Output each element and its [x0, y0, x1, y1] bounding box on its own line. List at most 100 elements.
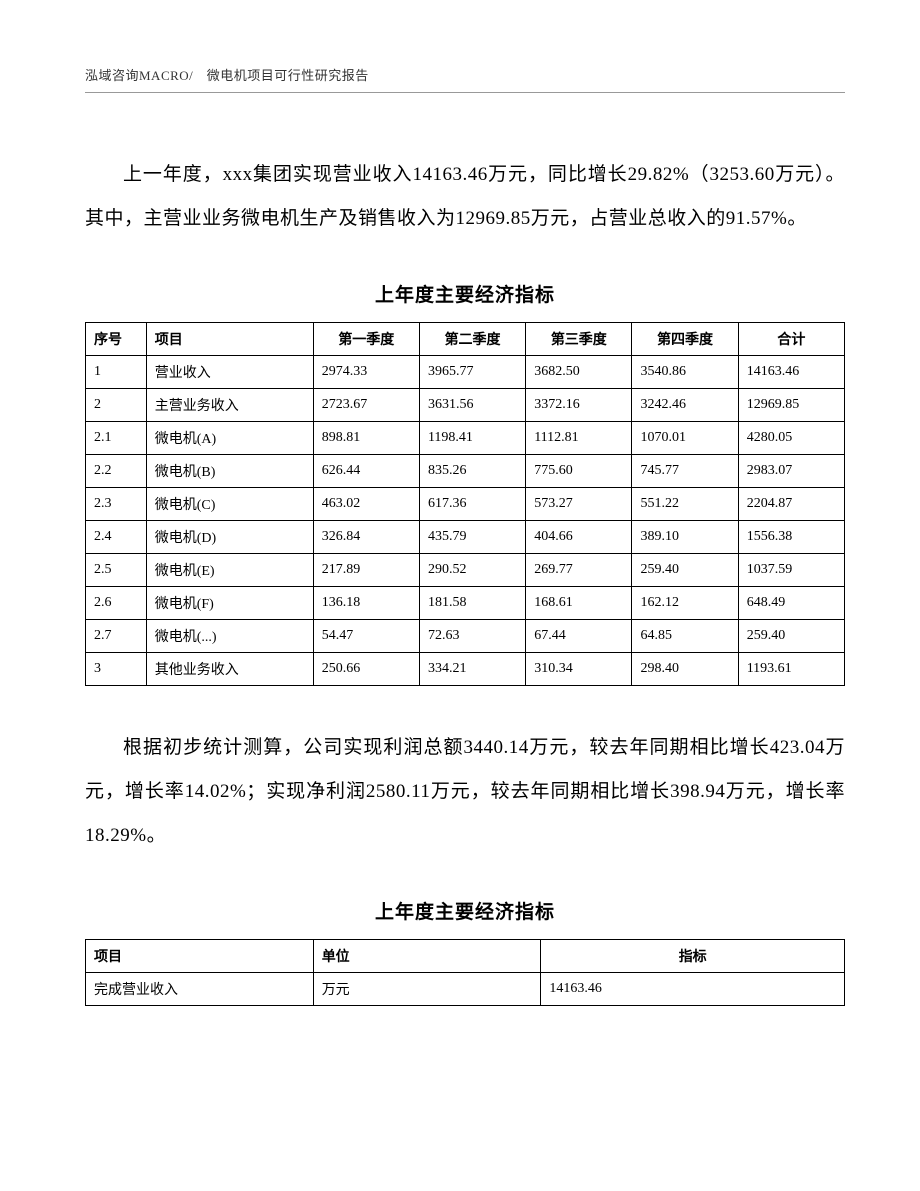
table-row: 2.2微电机(B)626.44835.26775.60745.772983.07 — [86, 455, 845, 488]
table-cell: 1037.59 — [738, 554, 844, 587]
table-row: 2.4微电机(D)326.84435.79404.66389.101556.38 — [86, 521, 845, 554]
table-cell: 1198.41 — [419, 422, 525, 455]
table1-title: 上年度主要经济指标 — [85, 280, 845, 307]
header-text: 泓域咨询MACRO/ 微电机项目可行性研究报告 — [85, 68, 369, 83]
col-unit: 单位 — [313, 940, 541, 973]
table-cell: 298.40 — [632, 653, 738, 686]
table-cell: 3 — [86, 653, 147, 686]
table-cell: 2983.07 — [738, 455, 844, 488]
table-cell: 259.40 — [632, 554, 738, 587]
table-cell: 1556.38 — [738, 521, 844, 554]
table-cell: 162.12 — [632, 587, 738, 620]
table-cell: 648.49 — [738, 587, 844, 620]
table-cell: 万元 — [313, 973, 541, 1006]
table-cell: 3372.16 — [526, 389, 632, 422]
table-cell: 269.77 — [526, 554, 632, 587]
table-cell: 14163.46 — [541, 973, 845, 1006]
table-cell: 完成营业收入 — [86, 973, 314, 1006]
table-cell: 617.36 — [419, 488, 525, 521]
table-row: 3其他业务收入250.66334.21310.34298.401193.61 — [86, 653, 845, 686]
table-cell: 168.61 — [526, 587, 632, 620]
table1-header-row: 序号 项目 第一季度 第二季度 第三季度 第四季度 合计 — [86, 323, 845, 356]
table-cell: 334.21 — [419, 653, 525, 686]
table-cell: 1070.01 — [632, 422, 738, 455]
table2-title: 上年度主要经济指标 — [85, 897, 845, 924]
table-cell: 微电机(C) — [146, 488, 313, 521]
table-row: 2.3微电机(C)463.02617.36573.27551.222204.87 — [86, 488, 845, 521]
table-cell: 2.1 — [86, 422, 147, 455]
col-q1: 第一季度 — [313, 323, 419, 356]
table-cell: 2974.33 — [313, 356, 419, 389]
table-cell: 3682.50 — [526, 356, 632, 389]
table-cell: 745.77 — [632, 455, 738, 488]
table-cell: 1193.61 — [738, 653, 844, 686]
col-project: 项目 — [86, 940, 314, 973]
table-cell: 72.63 — [419, 620, 525, 653]
table-cell: 其他业务收入 — [146, 653, 313, 686]
table-row: 完成营业收入万元14163.46 — [86, 973, 845, 1006]
table-row: 2.7微电机(...)54.4772.6367.4464.85259.40 — [86, 620, 845, 653]
paragraph-1: 上一年度，xxx集团实现营业收入14163.46万元，同比增长29.82%（32… — [85, 153, 845, 240]
table-cell: 2723.67 — [313, 389, 419, 422]
table-cell: 259.40 — [738, 620, 844, 653]
table-cell: 389.10 — [632, 521, 738, 554]
header-divider — [85, 92, 845, 93]
table-cell: 310.34 — [526, 653, 632, 686]
table-cell: 217.89 — [313, 554, 419, 587]
col-q2: 第二季度 — [419, 323, 525, 356]
table-cell: 3631.56 — [419, 389, 525, 422]
table-cell: 2.7 — [86, 620, 147, 653]
table-cell: 微电机(E) — [146, 554, 313, 587]
table-cell: 3242.46 — [632, 389, 738, 422]
table-row: 1营业收入2974.333965.773682.503540.8614163.4… — [86, 356, 845, 389]
table-cell: 微电机(...) — [146, 620, 313, 653]
table-cell: 2.4 — [86, 521, 147, 554]
table-cell: 64.85 — [632, 620, 738, 653]
paragraph-2: 根据初步统计测算，公司实现利润总额3440.14万元，较去年同期相比增长423.… — [85, 726, 845, 857]
table-cell: 微电机(B) — [146, 455, 313, 488]
table-cell: 营业收入 — [146, 356, 313, 389]
table-cell: 435.79 — [419, 521, 525, 554]
table-cell: 136.18 — [313, 587, 419, 620]
table-row: 2.5微电机(E)217.89290.52269.77259.401037.59 — [86, 554, 845, 587]
col-seq: 序号 — [86, 323, 147, 356]
table-cell: 54.47 — [313, 620, 419, 653]
table-cell: 1112.81 — [526, 422, 632, 455]
economic-indicators-table-2: 项目 单位 指标 完成营业收入万元14163.46 — [85, 939, 845, 1006]
table-cell: 主营业务收入 — [146, 389, 313, 422]
table-cell: 775.60 — [526, 455, 632, 488]
table-cell: 181.58 — [419, 587, 525, 620]
col-total: 合计 — [738, 323, 844, 356]
table-cell: 551.22 — [632, 488, 738, 521]
table-cell: 250.66 — [313, 653, 419, 686]
table-cell: 2.2 — [86, 455, 147, 488]
table-cell: 2204.87 — [738, 488, 844, 521]
col-item: 项目 — [146, 323, 313, 356]
table-cell: 67.44 — [526, 620, 632, 653]
table-cell: 2 — [86, 389, 147, 422]
table-cell: 微电机(F) — [146, 587, 313, 620]
table-cell: 微电机(D) — [146, 521, 313, 554]
table-cell: 2.6 — [86, 587, 147, 620]
table-cell: 4280.05 — [738, 422, 844, 455]
page-header: 泓域咨询MACRO/ 微电机项目可行性研究报告 — [85, 65, 845, 84]
col-q3: 第三季度 — [526, 323, 632, 356]
table-cell: 1 — [86, 356, 147, 389]
table-cell: 463.02 — [313, 488, 419, 521]
col-q4: 第四季度 — [632, 323, 738, 356]
table-row: 2.1微电机(A)898.811198.411112.811070.014280… — [86, 422, 845, 455]
table-cell: 2.3 — [86, 488, 147, 521]
table2-header-row: 项目 单位 指标 — [86, 940, 845, 973]
table-cell: 898.81 — [313, 422, 419, 455]
table-cell: 835.26 — [419, 455, 525, 488]
table-cell: 290.52 — [419, 554, 525, 587]
table-cell: 573.27 — [526, 488, 632, 521]
table-cell: 14163.46 — [738, 356, 844, 389]
table-cell: 3540.86 — [632, 356, 738, 389]
economic-indicators-table-1: 序号 项目 第一季度 第二季度 第三季度 第四季度 合计 1营业收入2974.3… — [85, 322, 845, 686]
table-cell: 微电机(A) — [146, 422, 313, 455]
table-cell: 12969.85 — [738, 389, 844, 422]
col-indicator: 指标 — [541, 940, 845, 973]
table-cell: 3965.77 — [419, 356, 525, 389]
table-cell: 2.5 — [86, 554, 147, 587]
